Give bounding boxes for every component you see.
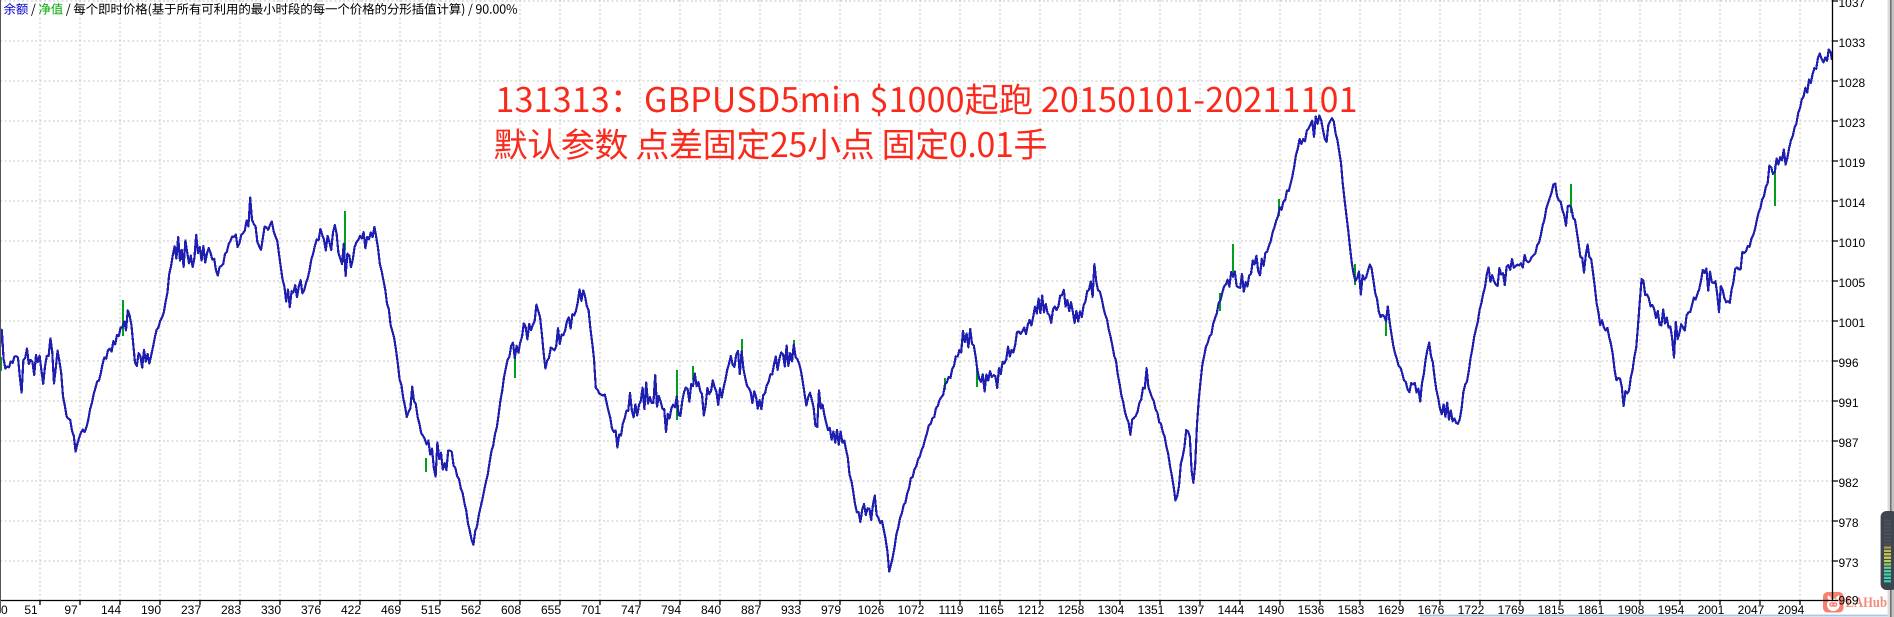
svg-text:996: 996 <box>1839 356 1859 370</box>
svg-text:51: 51 <box>24 603 38 617</box>
svg-text:1490: 1490 <box>1258 603 1285 617</box>
svg-text:283: 283 <box>221 603 241 617</box>
svg-text:144: 144 <box>101 603 121 617</box>
svg-text:1397: 1397 <box>1178 603 1205 617</box>
svg-text:982: 982 <box>1839 476 1859 490</box>
svg-text:1444: 1444 <box>1218 603 1245 617</box>
svg-text:1351: 1351 <box>1138 603 1165 617</box>
svg-text:1954: 1954 <box>1658 603 1685 617</box>
svg-text:330: 330 <box>261 603 281 617</box>
svg-text:1165: 1165 <box>978 603 1004 617</box>
svg-text:978: 978 <box>1839 516 1859 530</box>
svg-text:1014: 1014 <box>1839 196 1866 210</box>
svg-text:2001: 2001 <box>1698 603 1725 617</box>
svg-text:1001: 1001 <box>1839 316 1866 330</box>
svg-text:190: 190 <box>141 603 161 617</box>
svg-text:1536: 1536 <box>1298 603 1325 617</box>
svg-text:991: 991 <box>1839 396 1859 410</box>
svg-text:1722: 1722 <box>1458 603 1485 617</box>
svg-text:979: 979 <box>821 603 841 617</box>
svg-text:655: 655 <box>541 603 561 617</box>
svg-text:1583: 1583 <box>1338 603 1365 617</box>
svg-text:1861: 1861 <box>1578 603 1605 617</box>
svg-text:794: 794 <box>661 603 681 617</box>
svg-text:1629: 1629 <box>1378 603 1405 617</box>
svg-text:376: 376 <box>301 603 321 617</box>
svg-text:2047: 2047 <box>1738 603 1765 617</box>
svg-text:1037: 1037 <box>1839 0 1866 10</box>
svg-text:1908: 1908 <box>1618 603 1645 617</box>
svg-text:973: 973 <box>1839 556 1859 570</box>
svg-text:969: 969 <box>1839 594 1859 608</box>
svg-text:1258: 1258 <box>1058 603 1085 617</box>
svg-text:515: 515 <box>421 603 441 617</box>
svg-text:2094: 2094 <box>1778 603 1805 617</box>
svg-text:562: 562 <box>461 603 481 617</box>
svg-text:1815: 1815 <box>1538 603 1565 617</box>
svg-text:1212: 1212 <box>1018 603 1045 617</box>
svg-text:1072: 1072 <box>898 603 925 617</box>
svg-text:422: 422 <box>341 603 361 617</box>
svg-text:887: 887 <box>741 603 761 617</box>
svg-text:1019: 1019 <box>1839 156 1866 170</box>
svg-text:1010: 1010 <box>1839 236 1866 250</box>
svg-text:608: 608 <box>501 603 521 617</box>
svg-text:1028: 1028 <box>1839 76 1866 90</box>
svg-text:1676: 1676 <box>1418 603 1445 617</box>
svg-text:97: 97 <box>64 603 78 617</box>
svg-text:987: 987 <box>1839 436 1859 450</box>
svg-text:1005: 1005 <box>1839 276 1866 290</box>
svg-text:1769: 1769 <box>1498 603 1525 617</box>
svg-text:1023: 1023 <box>1839 116 1866 130</box>
svg-text:1033: 1033 <box>1839 36 1866 50</box>
svg-text:840: 840 <box>701 603 721 617</box>
svg-text:1304: 1304 <box>1098 603 1125 617</box>
svg-text:701: 701 <box>581 603 601 617</box>
svg-text:237: 237 <box>181 603 201 617</box>
svg-text:0: 0 <box>1 603 8 617</box>
svg-text:1119: 1119 <box>939 603 964 617</box>
svg-text:EAHub: EAHub <box>1846 595 1888 611</box>
svg-text:747: 747 <box>621 603 641 617</box>
svg-text:1026: 1026 <box>858 603 885 617</box>
svg-text:933: 933 <box>781 603 801 617</box>
svg-text:469: 469 <box>381 603 401 617</box>
